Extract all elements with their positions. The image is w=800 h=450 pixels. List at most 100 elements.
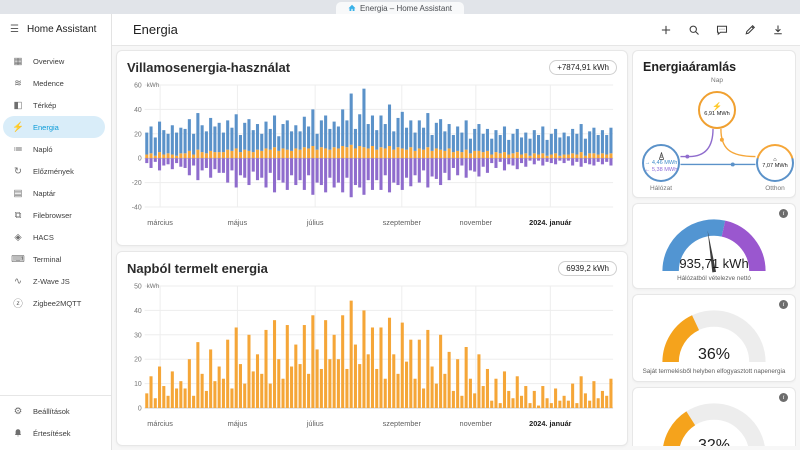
svg-text:március: március	[147, 419, 173, 428]
terkep-icon: ◧	[13, 99, 23, 111]
info-icon[interactable]: i	[779, 300, 788, 309]
sidebar-item-label: Terminal	[33, 254, 62, 264]
transmission-tower-icon	[658, 152, 664, 160]
menu-toggle-icon[interactable]: ☰	[10, 24, 19, 35]
browser-tab[interactable]: Energia – Home Assistant	[335, 2, 465, 14]
content-area: Villamosenergia-használat +7874,91 kWh 6…	[112, 46, 800, 450]
tab-title: Energia – Home Assistant	[359, 3, 453, 13]
svg-text:május: május	[228, 218, 248, 227]
comment-icon	[716, 25, 728, 35]
svg-text:kWh: kWh	[147, 283, 160, 290]
sidebar-item-elozmenyek[interactable]: ↻ Előzmények	[0, 160, 111, 182]
svg-text:50: 50	[134, 283, 142, 290]
svg-text:40: 40	[134, 308, 142, 315]
energia-icon: ⚡	[12, 121, 24, 133]
grid-return-value: 5,38 MWh	[651, 167, 678, 173]
home-icon: ⌂	[773, 157, 777, 163]
svg-text:2024. január: 2024. január	[529, 419, 571, 428]
sidebar-item-label: Térkép	[33, 100, 57, 110]
solar-flow-dot	[719, 137, 724, 142]
svg-text:november: november	[460, 218, 493, 227]
sidebar-item-label: Napló	[33, 144, 53, 154]
info-icon[interactable]: i	[779, 393, 788, 402]
solar-node-label: Nap	[711, 77, 723, 84]
grid-node[interactable]: → 4,46 MWh ← 5,38 MWh	[642, 144, 680, 182]
sidebar-item-label: Filebrowser	[33, 210, 72, 220]
sidebar-item-label: Medence	[33, 78, 64, 88]
home-assistant-logo-icon	[348, 4, 356, 11]
svg-text:kWh: kWh	[147, 82, 160, 89]
sidebar-item-label: Z-Wave JS	[33, 276, 70, 286]
download-button[interactable]	[772, 24, 784, 36]
naplo-icon: ≔	[13, 143, 23, 155]
page-title: Energia	[133, 22, 178, 37]
browser-tab-bar: Energia – Home Assistant	[0, 0, 800, 14]
svg-text:szeptember: szeptember	[383, 419, 422, 428]
grid-node-label: Hálózat	[649, 185, 673, 192]
hacs-icon: ◈	[14, 231, 22, 243]
sidebar-item-label: Energia	[33, 122, 59, 132]
svg-text:20: 20	[134, 131, 142, 138]
self-sufficiency-gauge	[663, 403, 765, 446]
solar-total-badge: 6939,2 kWh	[558, 261, 617, 276]
bell-icon	[10, 428, 26, 438]
return-flow-dot	[685, 154, 690, 159]
sidebar-item-terkep[interactable]: ◧ Térkép	[0, 94, 111, 116]
sidebar-item-overview[interactable]: ▦ Overview	[0, 50, 111, 72]
zigbee2mqtt-icon: ⓩ	[13, 299, 23, 310]
self-sufficiency-value: 32%	[697, 437, 731, 446]
sidebar-item-label: Naptár	[33, 188, 56, 198]
svg-text:30: 30	[134, 332, 142, 339]
solar-production-title: Napból termelt energia	[127, 261, 268, 276]
svg-text:szeptember: szeptember	[383, 218, 422, 227]
svg-text:2024. január: 2024. január	[529, 218, 571, 227]
grid-neutrality-gauge-card: i 935,71 kWh Hálózatból vételezve nettó	[632, 203, 796, 289]
sidebar-item-medence[interactable]: ≋ Medence	[0, 72, 111, 94]
svg-text:60: 60	[134, 82, 142, 89]
solar-production-card: Napból termelt energia 6939,2 kWh 50 40 30…	[116, 251, 628, 446]
sidebar-item-label: Zigbee2MQTT	[33, 298, 82, 308]
sidebar-item-zigbee2mqtt[interactable]: ⓩ Zigbee2MQTT	[0, 292, 111, 314]
svg-text:-40: -40	[132, 204, 142, 211]
sidebar-item-zwave[interactable]: ∿ Z-Wave JS	[0, 270, 111, 292]
svg-text:0: 0	[138, 156, 142, 163]
sidebar-item-label: Beállítások	[33, 406, 70, 416]
info-icon[interactable]: i	[779, 209, 788, 218]
electricity-usage-card: Villamosenergia-használat +7874,91 kWh 6…	[116, 50, 628, 246]
grid-neutrality-label: Hálózatból vételezve nettó	[677, 275, 751, 282]
sidebar-item-terminal[interactable]: ⌨ Terminal	[0, 248, 111, 270]
sidebar-item-filebrowser[interactable]: ⧉ Filebrowser	[0, 204, 111, 226]
sidebar-item-label: HACS	[33, 232, 54, 242]
comment-button[interactable]	[716, 24, 728, 36]
edit-icon	[745, 24, 756, 34]
energy-distribution-title: Energiaáramlás	[643, 60, 737, 74]
home-value: 7,07 MWh	[762, 163, 788, 169]
sidebar-item-settings[interactable]: ⚙ Beállítások	[0, 400, 111, 422]
svg-text:20: 20	[134, 357, 142, 364]
svg-text:július: július	[306, 218, 324, 227]
plus-button[interactable]	[660, 24, 672, 36]
grid-return-arrow-icon: ←	[644, 167, 651, 173]
search-icon	[689, 25, 699, 35]
sidebar-item-naptar[interactable]: ▤ Naptár	[0, 182, 111, 204]
search-button[interactable]	[688, 24, 700, 36]
solar-production-chart: 50 40 30 20 10 0 kWh március május július szeptemb…	[134, 283, 614, 428]
edit-button[interactable]	[744, 24, 756, 36]
sidebar-item-hacs[interactable]: ◈ HACS	[0, 226, 111, 248]
svg-text:10: 10	[134, 381, 142, 388]
self-sufficiency-gauge-card: i 32% Önellátás	[632, 387, 796, 446]
grid-neutrality-gauge	[662, 219, 766, 273]
medence-icon: ≋	[14, 77, 22, 89]
grid-consumption-value: 4,46 MWh	[651, 160, 678, 167]
home-node[interactable]: ⌂ 7,07 MWh	[756, 144, 794, 182]
elozmenyek-icon: ↻	[14, 165, 22, 177]
sidebar-item-naplo[interactable]: ≔ Napló	[0, 138, 111, 160]
sidebar-nav: ▦ Overview ≋ Medence ◧ Térkép ⚡ Energia ≔ Napló ↻ E…	[0, 46, 111, 395]
solar-node[interactable]: ⚡ 6,91 MWh	[698, 91, 736, 129]
sidebar-item-label: Előzmények	[33, 166, 74, 176]
solar-panel-icon: ⚡	[712, 101, 722, 111]
sidebar-item-energia[interactable]: ⚡ Energia	[3, 116, 105, 138]
grid-neutrality-value: 935,71 kWh	[679, 256, 749, 271]
sidebar-item-notifications[interactable]: Értesítések	[0, 422, 111, 444]
naptar-icon: ▤	[13, 187, 23, 199]
